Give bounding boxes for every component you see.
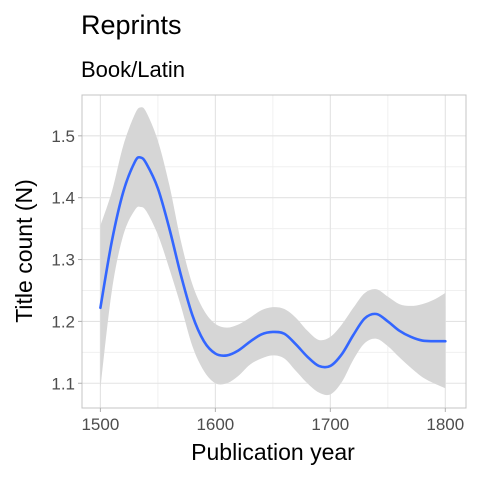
y-tick-label: 1.5 bbox=[51, 127, 75, 146]
chart-subtitle: Book/Latin bbox=[81, 57, 185, 82]
x-tick-label: 1500 bbox=[81, 415, 119, 434]
smoothed-trend-line bbox=[99, 155, 447, 369]
plot-area bbox=[81, 94, 467, 409]
x-tick-label: 1700 bbox=[311, 415, 349, 434]
x-axis: 1500 1600 1700 1800 bbox=[81, 408, 464, 434]
chart-title: Reprints bbox=[81, 10, 182, 40]
x-tick-label: 1800 bbox=[426, 415, 464, 434]
confidence-band bbox=[100, 107, 446, 396]
x-tick-label: 1600 bbox=[196, 415, 234, 434]
confidence-bands bbox=[100, 107, 446, 396]
y-tick-label: 1.2 bbox=[51, 312, 75, 331]
y-axis-title: Title count (N) bbox=[11, 179, 37, 323]
x-axis-title: Publication year bbox=[191, 439, 355, 465]
series-lines bbox=[99, 155, 447, 369]
y-axis: 1.1 1.2 1.3 1.4 1.5 bbox=[51, 127, 82, 393]
y-tick-label: 1.1 bbox=[51, 374, 75, 393]
y-tick-label: 1.3 bbox=[51, 251, 75, 270]
panel-border bbox=[81, 94, 467, 409]
y-tick-label: 1.4 bbox=[51, 189, 75, 208]
